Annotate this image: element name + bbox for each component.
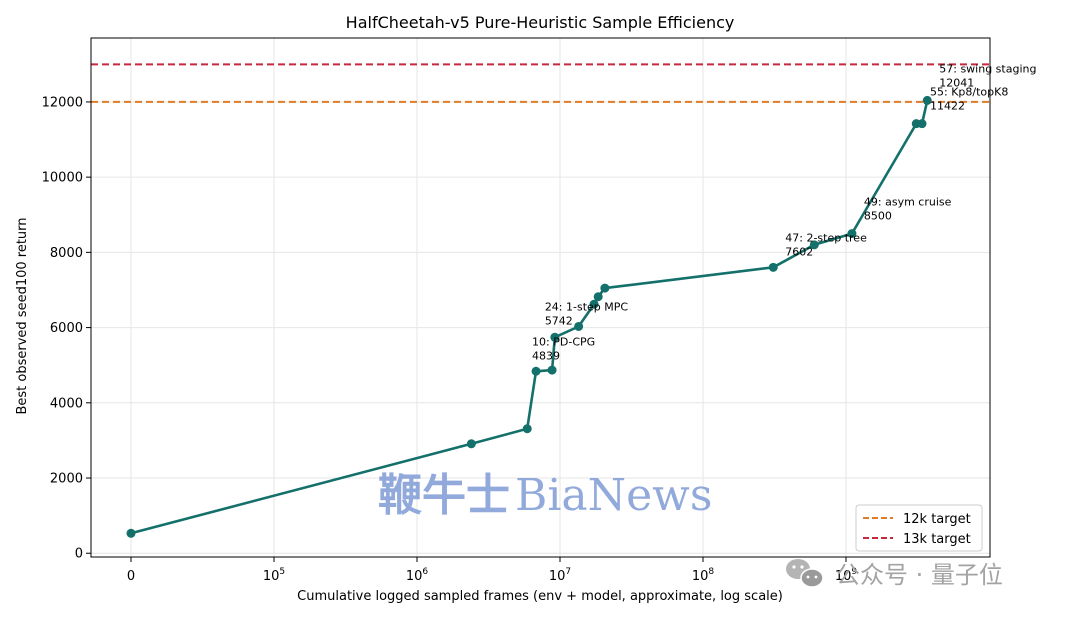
x-tick-label: 109 xyxy=(835,567,858,584)
data-point xyxy=(522,424,532,434)
reference-lines xyxy=(91,63,990,103)
y-axis-label: Best observed seed100 return xyxy=(15,217,30,414)
annotation-label: 24: 1-step MPC xyxy=(545,300,629,313)
legend: 12k target 13k target xyxy=(855,504,983,552)
y-tick-label: 2000 xyxy=(50,472,83,487)
data-point xyxy=(531,366,541,376)
data-point xyxy=(847,229,857,239)
chart-title: HalfCheetah-v5 Pure-Heuristic Sample Eff… xyxy=(346,13,735,32)
data-point xyxy=(589,299,599,309)
legend-box xyxy=(855,504,983,552)
annotation-value: 8500 xyxy=(864,210,892,223)
data-point xyxy=(126,528,136,538)
data-point xyxy=(466,439,476,449)
x-tick-label: 0 xyxy=(127,569,135,584)
data-point xyxy=(550,332,560,342)
data-point xyxy=(600,283,610,293)
wechat-icon xyxy=(786,559,824,588)
data-point xyxy=(547,365,557,375)
data-point xyxy=(593,292,603,302)
watermarks: 鞭牛士 BiaNews 公众号 · 量子位 xyxy=(378,470,1003,589)
data-point xyxy=(768,262,778,272)
annotation-value: 7602 xyxy=(785,245,813,258)
x-tick-label: 106 xyxy=(406,567,429,584)
bianews-watermark-en: BiaNews xyxy=(515,470,712,521)
data-point xyxy=(574,321,584,331)
annotation-value: 12041 xyxy=(939,76,974,89)
y-tick-label: 10000 xyxy=(42,171,83,186)
x-axis-ticks: 0 105 106 107 108 109 xyxy=(127,557,858,584)
x-axis-label: Cumulative logged sampled frames (env + … xyxy=(297,589,783,604)
annotation-label: 57: swing staging xyxy=(939,62,1036,75)
series-layer xyxy=(126,95,932,538)
legend-label: 12k target xyxy=(903,512,971,527)
annotation-label: 10: PD-CPG xyxy=(532,335,595,348)
y-axis-ticks: 0 2000 4000 6000 8000 10000 12000 xyxy=(42,95,91,562)
y-tick-label: 4000 xyxy=(50,396,83,411)
annotation-value: 4839 xyxy=(532,349,560,362)
annotation-value: 5742 xyxy=(545,314,573,327)
grid-lines xyxy=(91,38,990,557)
y-tick-label: 0 xyxy=(75,547,83,562)
bianews-watermark-cn: 鞭牛士 xyxy=(378,470,510,521)
data-point xyxy=(809,240,819,250)
wechat-watermark: 公众号 · 量子位 xyxy=(836,561,1003,589)
y-tick-label: 12000 xyxy=(42,95,83,110)
annotation-label: 55: Kp8/topK8 xyxy=(930,86,1008,99)
annotation-label: 47: 2-step tree xyxy=(785,231,867,244)
x-tick-label: 105 xyxy=(263,567,285,584)
y-tick-label: 8000 xyxy=(50,246,83,261)
data-point xyxy=(922,95,932,105)
x-tick-label: 108 xyxy=(692,567,715,584)
x-tick-label: 107 xyxy=(549,567,571,584)
y-tick-label: 6000 xyxy=(50,321,83,336)
legend-label: 13k target xyxy=(903,532,971,547)
annotation-value: 11422 xyxy=(930,100,965,113)
plot-frame xyxy=(90,37,991,558)
data-point xyxy=(917,119,927,129)
annotation-label: 49: asym cruise xyxy=(864,196,952,209)
